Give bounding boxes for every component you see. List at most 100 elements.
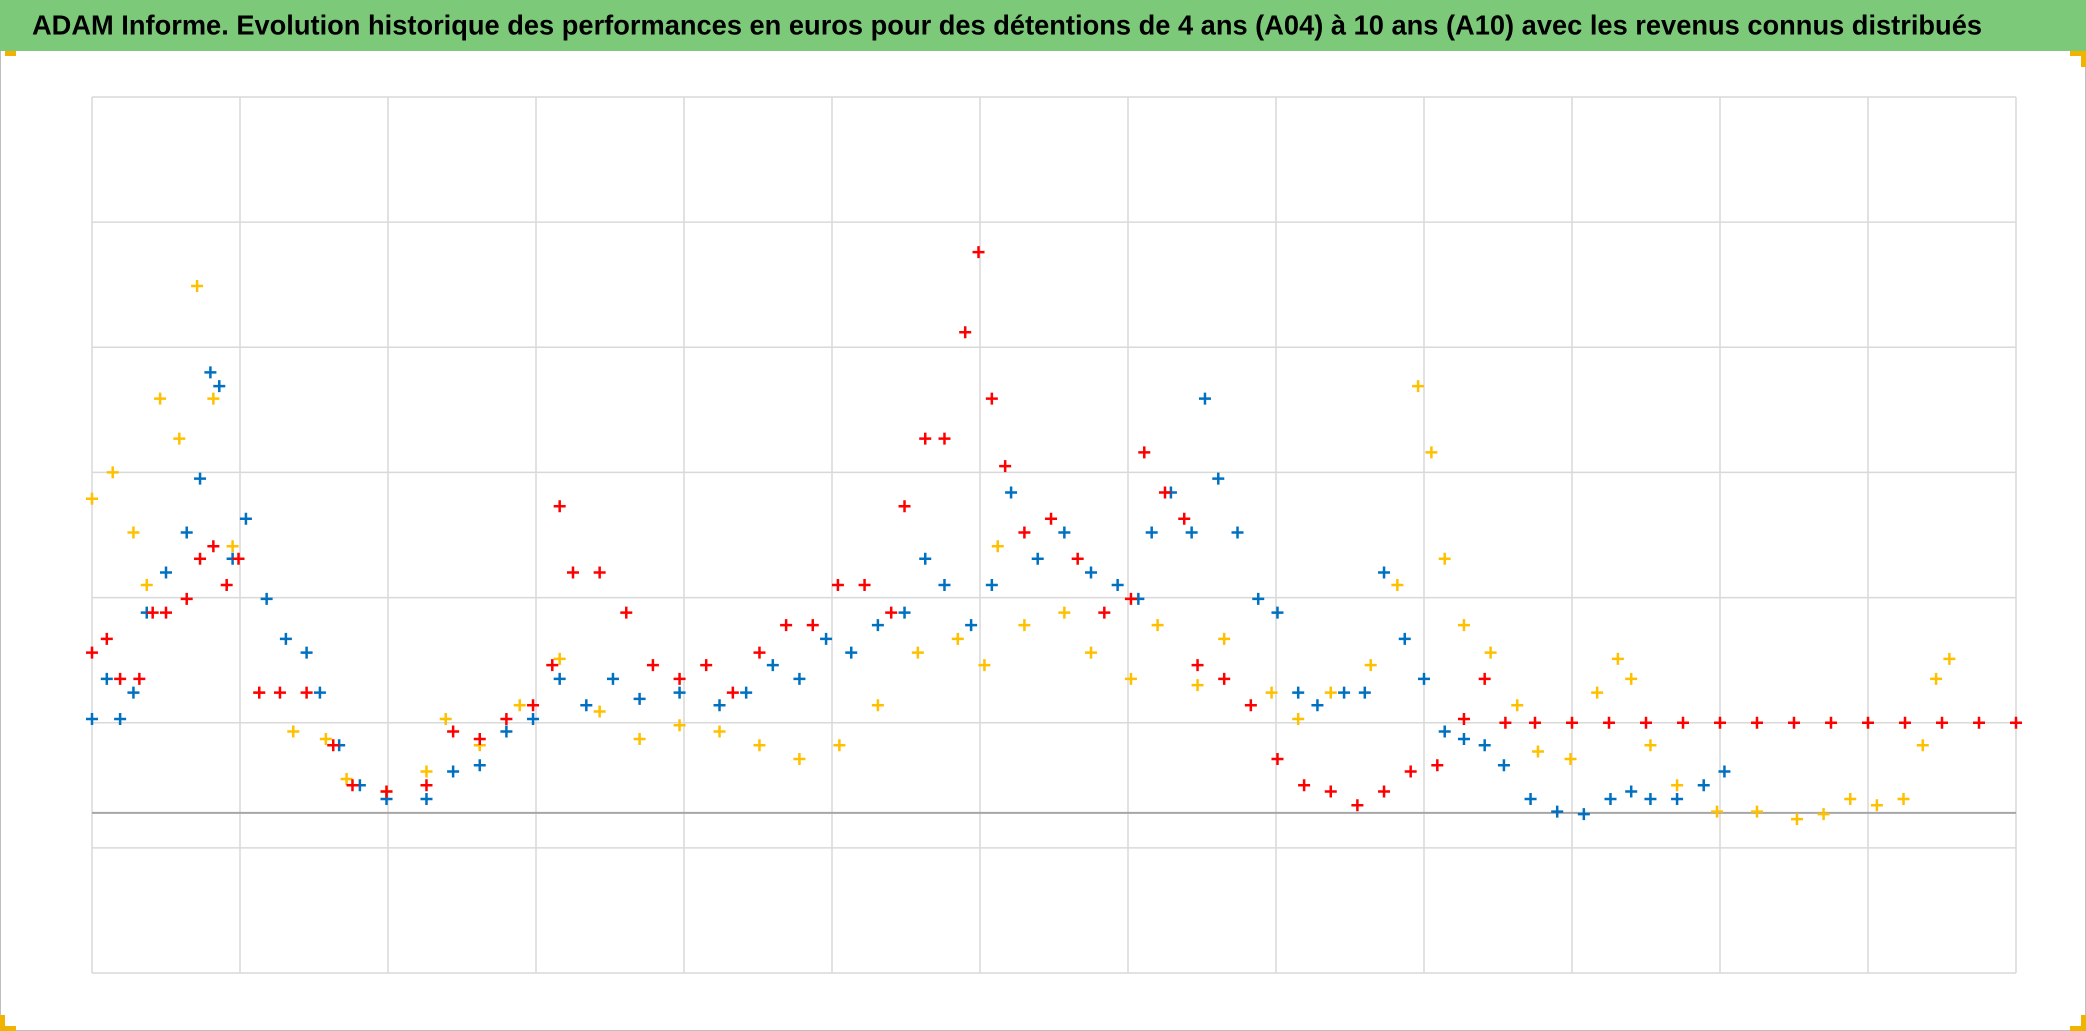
marker [898,500,911,513]
marker [1425,446,1438,459]
marker [1844,793,1857,806]
marker [793,672,806,685]
marker [1271,753,1284,766]
marker [1973,716,1985,729]
marker [898,606,911,619]
marker [1718,765,1731,778]
marker [546,659,559,672]
marker [220,579,233,592]
marker [133,672,146,685]
marker [1930,672,1943,685]
marker [1018,526,1031,539]
marker [1265,686,1278,699]
marker [1252,592,1265,605]
marker [1531,745,1544,758]
marker [1457,712,1470,725]
marker [420,779,433,792]
marker [160,566,172,579]
marker [180,592,193,605]
marker [1178,512,1191,525]
marker [1145,526,1158,539]
marker [1564,753,1577,766]
marker [1218,632,1231,645]
marker [194,552,207,565]
marker [1324,785,1337,798]
marker [845,646,858,659]
marker [473,759,486,772]
marker [260,592,273,605]
marker [1058,606,1071,619]
marker [985,392,998,405]
marker [287,725,300,738]
marker [1916,739,1929,752]
marker [1218,672,1231,685]
marker [140,579,153,592]
marker [100,632,113,645]
marker [593,705,606,718]
marker [173,432,186,445]
marker [226,540,239,553]
marker [420,793,433,806]
marker [740,686,753,699]
marker [1085,646,1097,659]
marker [127,686,140,699]
grid [91,96,2017,974]
marker [253,686,266,699]
marker [1378,785,1391,798]
marker [673,672,686,685]
marker [885,606,898,619]
marker [1124,592,1137,605]
marker [420,765,433,778]
marker [1936,716,1948,729]
marker [1790,813,1803,826]
marker [1438,552,1451,565]
marker [959,326,972,339]
marker [300,686,313,699]
marker [1351,799,1364,812]
marker [2010,716,2022,729]
marker [106,466,119,479]
marker [991,540,1004,553]
marker [232,552,245,565]
marker [1111,579,1124,592]
marker [793,753,806,766]
marker [713,725,726,738]
marker [1566,716,1578,729]
marker [1625,785,1638,798]
marker [1418,672,1430,685]
marker [1292,712,1305,725]
marker [766,659,779,672]
marker [207,540,220,553]
marker [1391,579,1404,592]
marker [833,739,846,752]
marker [1862,716,1874,729]
marker [1524,793,1537,806]
marker [447,725,460,738]
marker [972,246,985,259]
marker [1644,793,1657,806]
marker [527,712,540,725]
marker [633,732,646,745]
marker [1005,486,1018,499]
marker [340,773,353,786]
marker [1529,716,1541,729]
marker [1644,739,1657,752]
marker [1311,699,1324,712]
marker [473,732,486,745]
marker [780,619,793,632]
marker [1185,526,1198,539]
marker [127,526,140,539]
marker [1045,512,1058,525]
marker [871,699,884,712]
marker [1611,652,1624,665]
chart-title: ADAM Informe. Evolution historique des p… [32,9,1982,40]
marker [1484,646,1497,659]
marker [346,779,359,792]
marker [553,500,566,513]
marker [319,732,332,745]
marker [646,659,659,672]
marker [527,699,540,712]
marker [580,699,593,712]
marker [100,672,113,685]
